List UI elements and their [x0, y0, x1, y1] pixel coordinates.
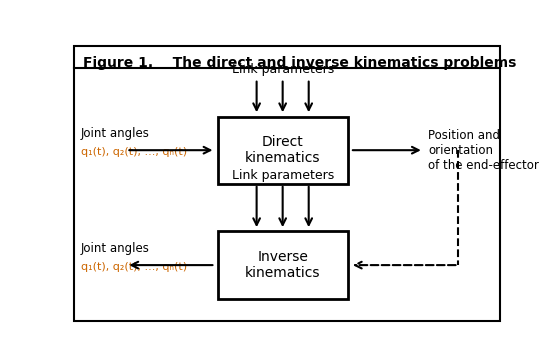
Text: q₁(t), q₂(t), ..., qₙ(t): q₁(t), q₂(t), ..., qₙ(t): [81, 262, 187, 272]
Bar: [217, 232, 348, 299]
Text: Direct
kinematics: Direct kinematics: [245, 135, 320, 165]
Text: Link parameters: Link parameters: [231, 63, 334, 76]
Bar: [217, 116, 348, 184]
Text: Link parameters: Link parameters: [231, 169, 334, 182]
Text: q₁(t), q₂(t), ..., qₙ(t): q₁(t), q₂(t), ..., qₙ(t): [81, 147, 187, 157]
Text: Position and
orientation
of the end-effector: Position and orientation of the end-effe…: [428, 129, 539, 172]
Text: Joint angles: Joint angles: [81, 127, 150, 141]
Text: Joint angles: Joint angles: [81, 242, 150, 255]
Text: Figure 1.    The direct and inverse kinematics problems: Figure 1. The direct and inverse kinemat…: [83, 56, 516, 70]
Text: Inverse
kinematics: Inverse kinematics: [245, 250, 320, 280]
